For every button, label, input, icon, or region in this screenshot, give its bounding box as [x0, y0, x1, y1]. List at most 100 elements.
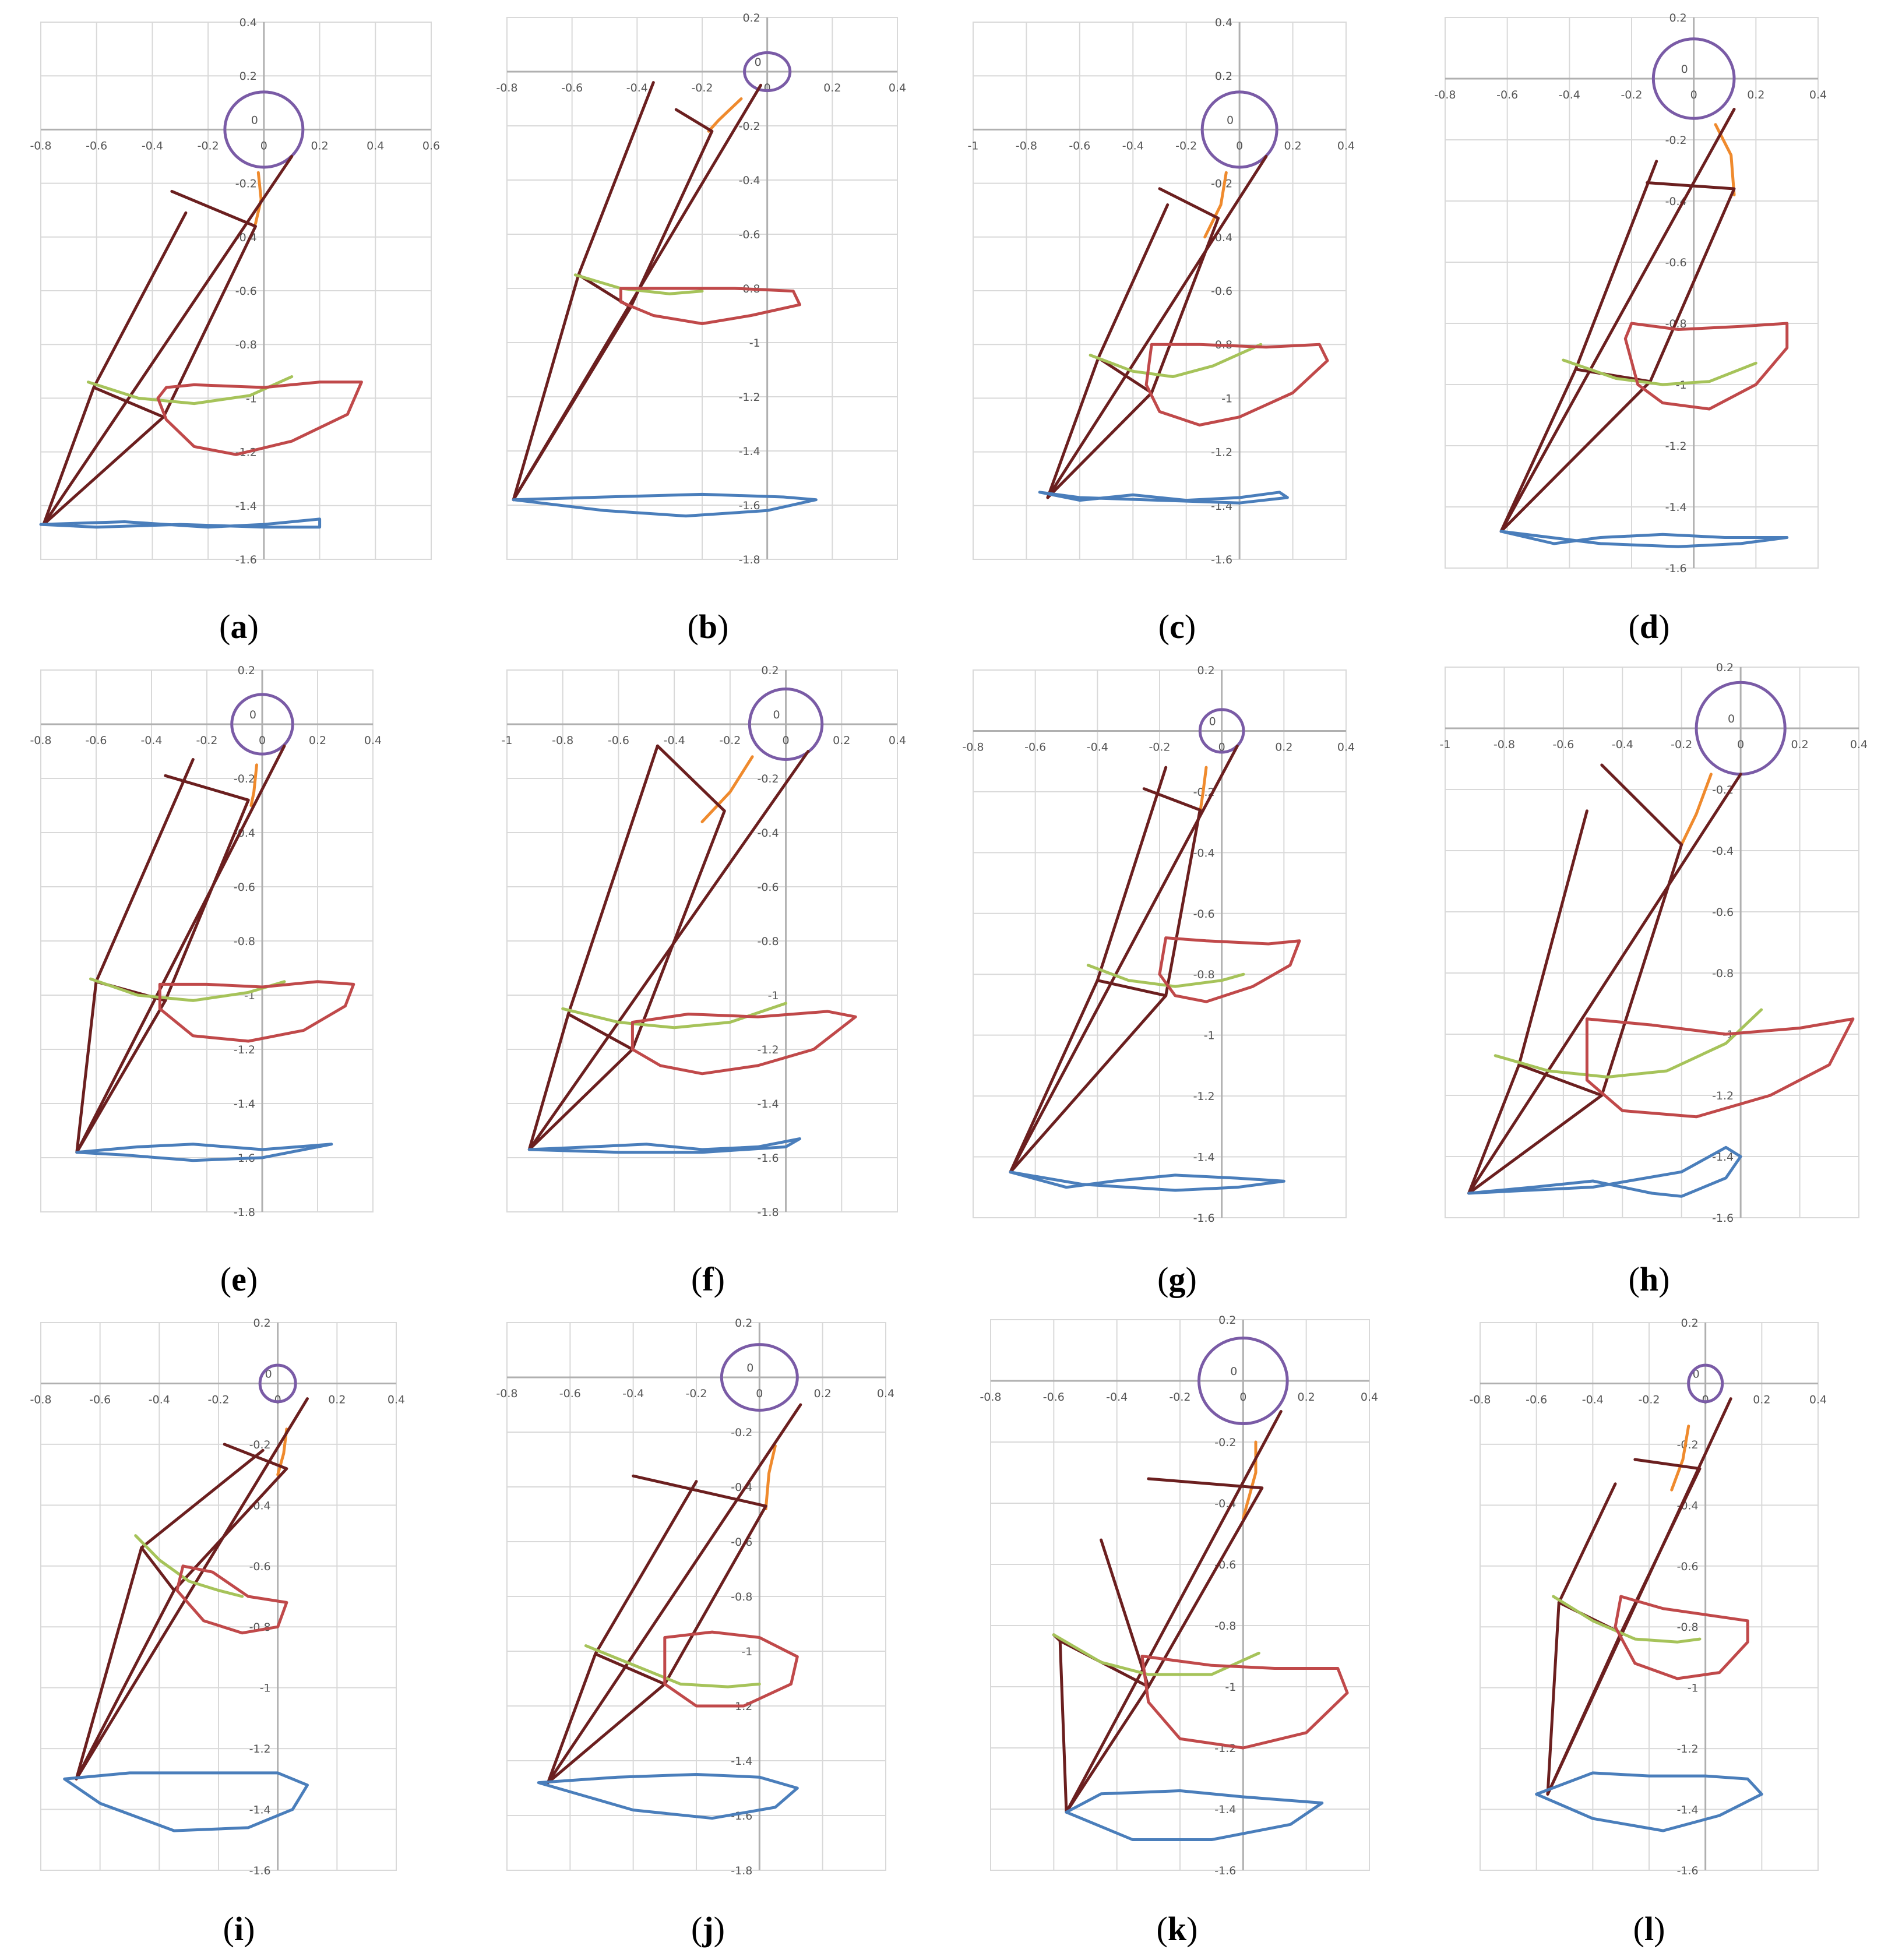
- series-knee: [175, 1564, 288, 1635]
- y-tick-label: 0: [1728, 713, 1735, 725]
- series-body: [512, 273, 580, 502]
- series-foot: [1009, 1171, 1285, 1192]
- y-tick-label: 0.2: [1197, 664, 1214, 677]
- series-knee: [619, 287, 801, 325]
- x-tick-label: -0.2: [685, 1387, 707, 1400]
- x-tick-label: -0.2: [691, 82, 713, 94]
- x-tick-label: 0.4: [877, 1387, 894, 1400]
- y-tick-label: -1.4: [234, 1098, 255, 1111]
- y-tick-label: -1.4: [1712, 1151, 1734, 1164]
- y-tick-label: 0: [249, 708, 256, 721]
- y-tick-label: -1.4: [1214, 1803, 1236, 1816]
- x-tick-label: -0.4: [1582, 1393, 1604, 1406]
- series-body: [632, 1474, 767, 1686]
- x-tick-label: 0: [274, 1393, 281, 1406]
- series-body: [162, 189, 257, 419]
- x-tick-label: 0.2: [833, 734, 850, 747]
- y-tick-label: -1.2: [1677, 1743, 1699, 1755]
- x-tick-label: -0.6: [1024, 741, 1046, 753]
- y-tick-label: -1.4: [757, 1098, 779, 1111]
- x-tick-label: -0.8: [962, 741, 984, 753]
- y-tick-label: 0.2: [1215, 70, 1232, 83]
- series-body: [1009, 745, 1239, 1174]
- panel-caption: (l): [1633, 1910, 1665, 1948]
- x-tick-label: -1: [968, 139, 979, 152]
- series-body: [1467, 773, 1742, 1195]
- series-foot: [1038, 491, 1289, 505]
- series-body: [1009, 979, 1099, 1174]
- y-tick-label: -0.8: [731, 1591, 752, 1603]
- y-tick-label: 0: [1230, 1365, 1237, 1378]
- y-tick-label: -0.4: [1193, 847, 1215, 859]
- x-tick-label: 0: [783, 734, 790, 747]
- x-tick-label: 0.2: [1298, 1391, 1315, 1404]
- panel-e: -0.8 -0.6 -0.4 -0.2 0 0.2 0.4-1.8-1.6-1.4-1.2-…: [30, 664, 382, 1298]
- series-knee: [158, 980, 355, 1043]
- series-body: [164, 774, 250, 1002]
- y-tick-label: 0: [755, 56, 762, 69]
- y-tick-label: -0.6: [249, 1560, 271, 1573]
- panel-caption: (i): [223, 1910, 255, 1948]
- series-body: [1467, 1063, 1521, 1195]
- x-tick-label: -0.8: [1494, 738, 1515, 751]
- panel-caption: (j): [691, 1910, 725, 1948]
- y-tick-label: -1.6: [1214, 1864, 1236, 1877]
- series-arm: [707, 97, 743, 133]
- x-tick-label: -0.8: [30, 734, 51, 747]
- series-wrist: [1494, 1008, 1763, 1078]
- x-tick-label: 0.2: [1753, 1393, 1770, 1406]
- series-knee: [630, 1010, 857, 1076]
- y-tick-label: -1: [1688, 1682, 1699, 1695]
- panel-l: -0.8 -0.6 -0.4 -0.2 0 0.2 0.4 -1.6 -1.4 -1.2 -1 -0.…: [1469, 1317, 1827, 1948]
- panel-caption: (d): [1629, 608, 1670, 646]
- series-head: [223, 90, 305, 169]
- x-tick-label: -0.6: [86, 139, 107, 152]
- panel-d: -0.8 -0.6 -0.4 -0.2 0 0.2 0.4 -1.6 -1.4 -1.2 -1 -0.…: [1434, 12, 1827, 646]
- x-tick-label: -0.6: [1043, 1391, 1065, 1404]
- series-arm: [1203, 171, 1228, 239]
- panel-j: -0.8 -0.6 -0.4 -0.2 0 0.2 0.4-1.8-1.6-1.4-1.2-…: [496, 1317, 894, 1948]
- x-tick-label: -1: [1440, 738, 1451, 751]
- panel-k: -0.8 -0.6 -0.4 -0.2 0 0.2 0.4-1.6-1.4-1.2-1-0.…: [980, 1314, 1378, 1948]
- y-tick-label: -0.8: [1214, 1620, 1236, 1633]
- series-arm: [249, 763, 258, 807]
- y-tick-label: -0.2: [235, 178, 257, 191]
- y-tick-label: -1.6: [1211, 554, 1232, 566]
- x-tick-label: -0.2: [1175, 139, 1197, 152]
- series-wrist: [89, 977, 286, 1002]
- y-tick-label: 0.2: [238, 664, 255, 677]
- series-body: [75, 1397, 309, 1781]
- series-body: [527, 1013, 570, 1151]
- x-tick-label: -0.8: [552, 734, 573, 747]
- series-body: [1600, 763, 1683, 1097]
- series-body: [1058, 1410, 1283, 1814]
- y-tick-label: -1: [1225, 1681, 1236, 1694]
- x-tick-label: -0.4: [1122, 139, 1144, 152]
- y-tick-label: 0: [1681, 63, 1688, 76]
- series-body: [75, 744, 286, 1154]
- x-tick-label: 0.4: [1850, 738, 1868, 751]
- series-arm: [1680, 773, 1713, 846]
- series-body: [1046, 356, 1100, 499]
- panel-caption: (c): [1158, 608, 1196, 646]
- y-tick-label: 0.2: [1716, 661, 1734, 674]
- y-tick-label: -1.6: [1677, 1864, 1699, 1877]
- x-tick-label: -0.4: [626, 82, 648, 94]
- y-tick-label: -0.2: [234, 773, 255, 785]
- y-tick-label: -1: [1676, 379, 1687, 392]
- y-tick-label: -0.6: [1211, 285, 1232, 298]
- y-tick-label: -1.2: [1712, 1090, 1734, 1102]
- x-tick-label: -0.4: [622, 1387, 644, 1400]
- panel-a: -0.8 -0.6 -0.4 -0.2 0 0.2 0.4 0.6-1.6-1.4-1.2-1…: [30, 16, 440, 646]
- y-tick-label: -1.2: [234, 1044, 255, 1056]
- series-body: [172, 1443, 288, 1592]
- series-wrist: [1562, 358, 1757, 386]
- x-tick-label: -0.6: [85, 734, 107, 747]
- series-foot: [1467, 1145, 1742, 1198]
- y-tick-label: -1.4: [731, 1755, 752, 1768]
- x-tick-label: -0.6: [561, 82, 583, 94]
- panel-h: -1 -0.8 -0.6 -0.4 -0.2 0 0.2 0.4-1.6-1.4-1.2-1-…: [1440, 661, 1868, 1298]
- x-tick-label: -0.4: [1559, 89, 1580, 101]
- y-tick-label: 0: [773, 708, 780, 721]
- series-body: [75, 980, 98, 1154]
